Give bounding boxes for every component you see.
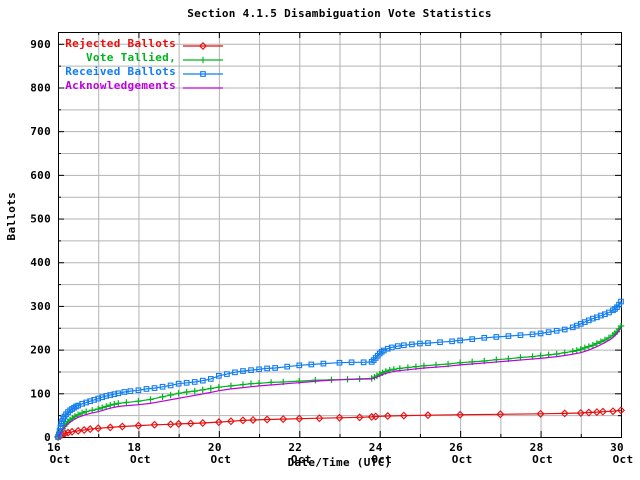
svg-text:300: 300 <box>30 300 51 313</box>
axis-ticks <box>58 32 622 437</box>
svg-text:18: 18 <box>127 441 141 454</box>
legend-label: Vote Tallied, <box>86 50 176 64</box>
svg-text:500: 500 <box>30 213 51 226</box>
legend-item-rejected-ballots: Rejected Ballots <box>60 36 224 50</box>
x-axis-title: Date/Time (UTC) <box>287 456 392 469</box>
svg-text:26: 26 <box>449 441 463 454</box>
chart-title: Section 4.1.5 Disambiguation Vote Statis… <box>187 7 492 20</box>
svg-text:16: 16 <box>47 441 61 454</box>
svg-text:20: 20 <box>208 441 222 454</box>
series-received-ballots <box>55 298 624 440</box>
legend-line-sample <box>182 79 224 91</box>
legend-item-acknowledgements: Acknowledgements <box>60 78 224 92</box>
svg-text:30: 30 <box>610 441 624 454</box>
legend-item-vote-tallied: Vote Tallied, <box>60 50 224 64</box>
legend-line-sample <box>182 37 224 50</box>
legend-label: Acknowledgements <box>65 78 176 92</box>
series-acknowledgements <box>57 327 622 438</box>
svg-text:Oct: Oct <box>130 453 151 466</box>
svg-text:Oct: Oct <box>50 453 71 466</box>
svg-text:100: 100 <box>30 387 51 400</box>
legend-label: Rejected Ballots <box>65 36 176 50</box>
svg-text:Oct: Oct <box>532 453 553 466</box>
svg-text:700: 700 <box>30 125 51 138</box>
svg-text:Oct: Oct <box>452 453 473 466</box>
svg-text:Oct: Oct <box>613 453 634 466</box>
svg-text:22: 22 <box>288 441 302 454</box>
legend: Rejected Ballots Vote Tallied, Received … <box>60 36 224 92</box>
svg-text:200: 200 <box>30 344 51 357</box>
svg-text:24: 24 <box>369 441 383 454</box>
legend-item-received-ballots: Received Ballots <box>60 64 224 78</box>
svg-text:0: 0 <box>44 431 51 444</box>
grid-lines <box>58 32 621 437</box>
svg-text:Oct: Oct <box>371 453 392 466</box>
svg-text:Oct: Oct <box>210 453 231 466</box>
svg-text:28: 28 <box>530 441 544 454</box>
svg-text:Oct: Oct <box>291 453 312 466</box>
tick-labels: 010020030040050060070080090016Oct18Oct20… <box>30 38 633 466</box>
legend-line-sample <box>182 65 224 77</box>
legend-line-sample <box>182 51 224 64</box>
svg-text:600: 600 <box>30 169 51 182</box>
legend-label: Received Ballots <box>65 64 176 78</box>
svg-text:900: 900 <box>30 38 51 51</box>
svg-text:400: 400 <box>30 256 51 269</box>
svg-text:800: 800 <box>30 81 51 94</box>
